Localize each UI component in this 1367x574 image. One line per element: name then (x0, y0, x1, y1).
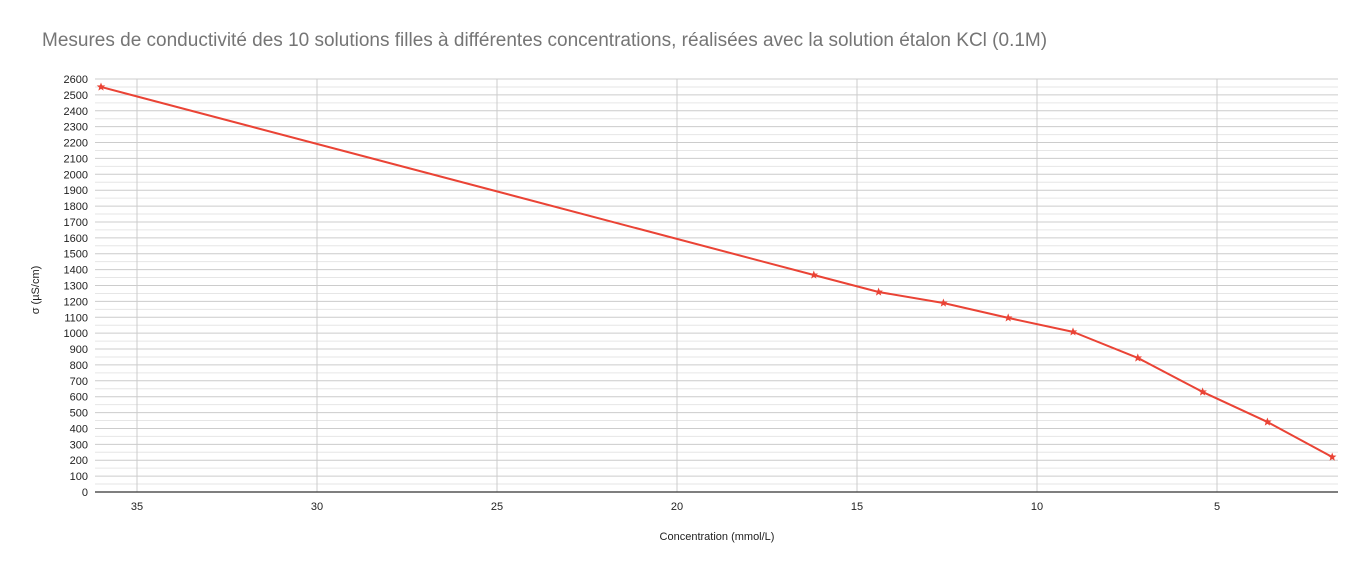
star-marker-icon (1198, 387, 1207, 396)
y-tick-label: 1000 (64, 328, 88, 340)
y-tick-label: 1300 (64, 281, 88, 293)
y-tick-label: 700 (70, 376, 88, 388)
y-axis-ticks: 0 100 200 300 400 500 600 700 800 900 1000 1100 1200… (64, 74, 88, 499)
series-line (100, 85, 1333, 458)
x-axis-label: Concentration (mmol/L) (659, 531, 775, 543)
x-tick-label: 10 (1031, 501, 1043, 513)
star-marker-icon (96, 82, 106, 91)
y-tick-label: 100 (70, 471, 88, 483)
gridlines (95, 78, 1338, 492)
y-tick-label: 200 (70, 455, 88, 467)
y-tick-label: 1400 (64, 265, 88, 277)
x-tick-label: 30 (311, 501, 323, 513)
y-tick-label: 1600 (64, 233, 88, 245)
y-tick-label: 500 (70, 408, 88, 420)
y-tick-label: 1200 (64, 296, 88, 308)
data-series (96, 82, 1337, 461)
y-tick-label: 2600 (64, 74, 88, 86)
y-tick-label: 900 (70, 344, 88, 356)
y-tick-label: 800 (70, 360, 88, 372)
y-tick-label: 2100 (64, 153, 88, 165)
x-tick-label: 35 (131, 501, 143, 513)
y-tick-label: 2000 (64, 169, 88, 181)
y-tick-label: 1900 (64, 185, 88, 197)
y-tick-label: 2400 (64, 106, 88, 118)
star-marker-icon (1263, 417, 1272, 426)
star-marker-icon (809, 270, 819, 279)
star-marker-icon (1327, 452, 1337, 461)
star-marker-icon (939, 298, 948, 307)
y-tick-label: 400 (70, 423, 88, 435)
x-tick-label: 5 (1214, 501, 1220, 513)
y-tick-label: 300 (70, 439, 88, 451)
x-tick-label: 25 (491, 501, 503, 513)
y-tick-label: 1500 (64, 249, 88, 261)
y-tick-label: 600 (70, 392, 88, 404)
star-marker-icon (874, 287, 883, 296)
star-marker-icon (1068, 327, 1078, 336)
star-marker-icon (1133, 353, 1143, 362)
chart-title: Mesures de conductivité des 10 solutions… (42, 30, 1048, 51)
star-marker-icon (1003, 313, 1013, 322)
y-tick-label: 0 (82, 487, 88, 499)
y-tick-label: 1100 (64, 312, 88, 324)
y-tick-label: 1800 (64, 201, 88, 213)
y-tick-label: 2300 (64, 122, 88, 134)
x-axis-ticks: 35 30 25 20 15 10 5 (131, 501, 1220, 513)
y-tick-label: 2200 (64, 138, 88, 150)
y-tick-label: 1700 (64, 217, 88, 229)
x-tick-label: 20 (671, 501, 683, 513)
y-tick-label: 2500 (64, 90, 88, 102)
x-tick-label: 15 (851, 501, 863, 513)
